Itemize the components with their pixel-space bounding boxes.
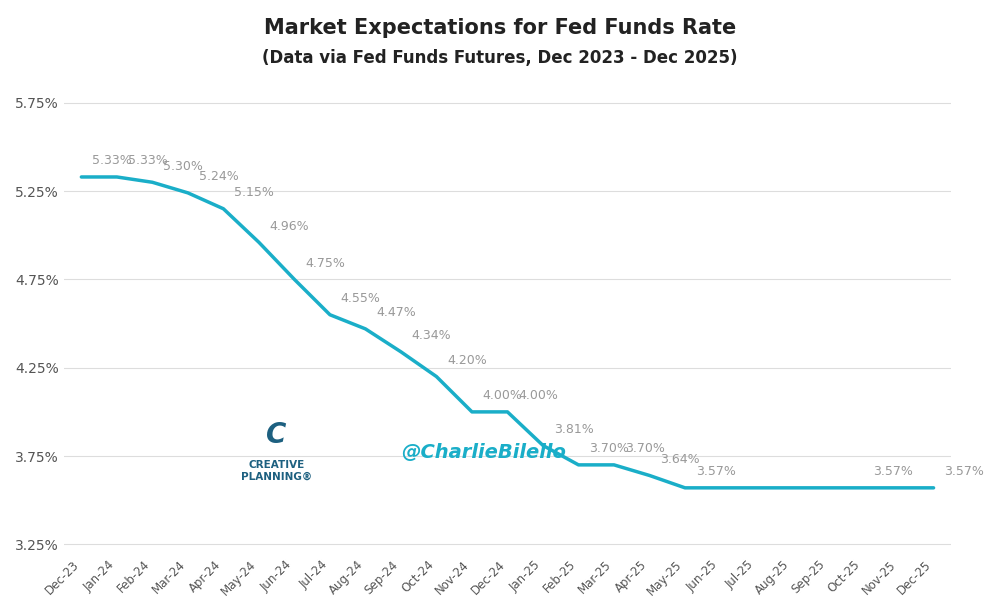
Text: 5.24%: 5.24% bbox=[199, 170, 238, 183]
Text: 5.30%: 5.30% bbox=[163, 159, 203, 173]
Text: 3.57%: 3.57% bbox=[944, 465, 984, 478]
Text: 4.55%: 4.55% bbox=[341, 292, 380, 305]
Text: 4.20%: 4.20% bbox=[447, 354, 487, 367]
Text: 3.64%: 3.64% bbox=[660, 453, 700, 466]
Text: 3.81%: 3.81% bbox=[554, 423, 593, 436]
Text: 3.70%: 3.70% bbox=[625, 442, 665, 455]
Text: CREATIVE
PLANNING®: CREATIVE PLANNING® bbox=[241, 460, 312, 482]
Text: 3.57%: 3.57% bbox=[873, 465, 913, 478]
Text: 4.75%: 4.75% bbox=[305, 257, 345, 270]
Text: 4.96%: 4.96% bbox=[270, 219, 309, 232]
Text: 3.57%: 3.57% bbox=[696, 465, 736, 478]
Text: 5.15%: 5.15% bbox=[234, 186, 274, 199]
Text: @CharlieBilello: @CharlieBilello bbox=[401, 443, 566, 462]
Text: 5.33%: 5.33% bbox=[92, 154, 132, 167]
Text: 4.00%: 4.00% bbox=[518, 389, 558, 402]
Text: C: C bbox=[266, 421, 287, 449]
Text: 4.47%: 4.47% bbox=[376, 306, 416, 319]
Text: 5.33%: 5.33% bbox=[128, 154, 167, 167]
Text: 4.34%: 4.34% bbox=[412, 329, 451, 342]
Text: 4.00%: 4.00% bbox=[483, 389, 522, 402]
Text: 3.70%: 3.70% bbox=[589, 442, 629, 455]
Text: Market Expectations for Fed Funds Rate: Market Expectations for Fed Funds Rate bbox=[264, 18, 736, 39]
Text: (Data via Fed Funds Futures, Dec 2023 - Dec 2025): (Data via Fed Funds Futures, Dec 2023 - … bbox=[262, 49, 738, 67]
